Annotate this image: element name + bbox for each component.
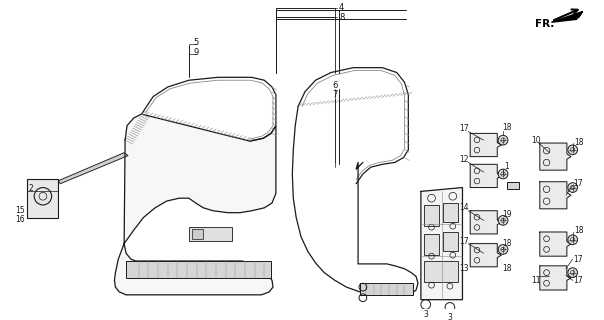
- Bar: [507, 182, 519, 188]
- Bar: [424, 234, 439, 255]
- Circle shape: [498, 244, 508, 254]
- Polygon shape: [540, 232, 571, 256]
- Polygon shape: [470, 244, 501, 267]
- Text: 2: 2: [29, 184, 34, 193]
- Text: 6: 6: [332, 81, 338, 90]
- Polygon shape: [115, 114, 276, 295]
- Polygon shape: [551, 12, 582, 22]
- Text: 16: 16: [15, 215, 25, 224]
- Circle shape: [498, 216, 508, 225]
- Polygon shape: [470, 211, 501, 234]
- Text: 8: 8: [339, 13, 344, 22]
- Text: 4: 4: [339, 3, 344, 12]
- Text: 18: 18: [502, 264, 512, 273]
- Text: 3: 3: [423, 310, 428, 319]
- Text: 17: 17: [460, 237, 469, 246]
- Bar: [424, 205, 439, 226]
- Text: 7: 7: [332, 90, 338, 99]
- Text: 5: 5: [193, 38, 198, 47]
- Text: 11: 11: [531, 276, 541, 285]
- Polygon shape: [470, 133, 501, 156]
- Circle shape: [498, 169, 508, 179]
- Text: 15: 15: [15, 206, 25, 215]
- Text: 10: 10: [531, 136, 541, 145]
- Text: 1: 1: [504, 162, 509, 171]
- Bar: [443, 203, 458, 222]
- Polygon shape: [540, 143, 571, 170]
- Polygon shape: [59, 153, 128, 184]
- Circle shape: [568, 145, 577, 155]
- Text: 18: 18: [502, 123, 512, 132]
- Circle shape: [498, 135, 508, 145]
- Polygon shape: [421, 188, 463, 300]
- Bar: [192, 229, 204, 239]
- Text: 13: 13: [460, 264, 469, 273]
- Circle shape: [568, 235, 577, 244]
- Circle shape: [568, 183, 577, 192]
- Text: 18: 18: [574, 138, 583, 147]
- Text: 12: 12: [460, 155, 469, 164]
- Bar: [27, 179, 59, 218]
- Polygon shape: [540, 182, 571, 209]
- Text: 18: 18: [502, 239, 512, 248]
- Bar: [424, 261, 458, 282]
- Text: 18: 18: [574, 226, 583, 235]
- Text: 17: 17: [574, 179, 583, 188]
- Text: 3: 3: [448, 313, 452, 320]
- Polygon shape: [470, 164, 501, 188]
- Text: 19: 19: [502, 210, 512, 219]
- Text: 17: 17: [574, 255, 583, 264]
- Circle shape: [568, 268, 577, 277]
- Bar: [189, 227, 233, 241]
- Bar: [360, 283, 413, 295]
- Polygon shape: [540, 266, 571, 290]
- Text: 17: 17: [460, 124, 469, 133]
- Text: 9: 9: [193, 48, 198, 57]
- Text: FR.: FR.: [535, 19, 554, 29]
- Bar: [443, 232, 458, 251]
- Text: 17: 17: [574, 276, 583, 285]
- Text: 14: 14: [460, 203, 469, 212]
- Bar: [126, 261, 271, 278]
